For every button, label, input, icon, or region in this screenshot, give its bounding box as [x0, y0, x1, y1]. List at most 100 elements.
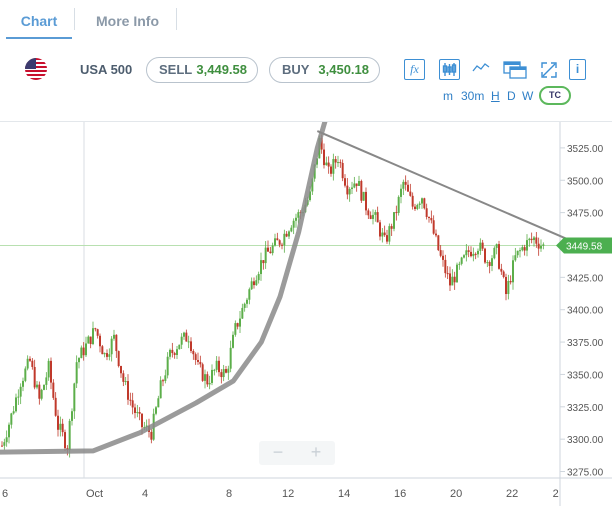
- fx-icon[interactable]: fx: [404, 59, 425, 80]
- candle-body: [519, 250, 521, 252]
- line-chart-icon[interactable]: [470, 59, 491, 80]
- candle-body: [57, 415, 59, 430]
- candle-body: [213, 369, 216, 371]
- candle-body: [470, 251, 472, 257]
- sell-price: 3,449.58: [196, 62, 247, 77]
- candle-body: [290, 227, 293, 232]
- candle-body: [3, 442, 6, 446]
- candle-body: [491, 258, 493, 266]
- candle-body: [344, 178, 346, 186]
- candle-body: [381, 232, 384, 237]
- candle-body: [271, 245, 274, 254]
- fullscreen-icon[interactable]: [538, 59, 559, 80]
- candle-body: [162, 380, 164, 382]
- candle-body: [136, 412, 139, 414]
- y-tick-label: 3400.00: [567, 306, 604, 317]
- x-tick-label: 14: [338, 488, 350, 500]
- candle-body: [372, 214, 374, 219]
- candle-body: [80, 347, 83, 359]
- info-icon[interactable]: i: [569, 59, 586, 80]
- timeframe-h[interactable]: H: [491, 89, 500, 103]
- candle-body: [61, 423, 64, 433]
- candle-body: [197, 359, 199, 362]
- tab-more-info[interactable]: More Info: [96, 13, 159, 29]
- candle-body: [1, 445, 3, 447]
- buy-button[interactable]: BUY 3,450.18: [269, 57, 380, 83]
- candle-body: [24, 368, 27, 381]
- candle-body: [45, 377, 48, 385]
- candle-body: [425, 208, 428, 217]
- chart-canvas[interactable]: 3525.003500.003475.003450.003425.003400.…: [0, 122, 612, 506]
- windows-icon[interactable]: [502, 59, 528, 80]
- candle-body: [285, 233, 288, 237]
- candle-body: [131, 400, 134, 408]
- price-chart[interactable]: 3525.003500.003475.003450.003425.003400.…: [0, 121, 612, 506]
- y-tick-label: 3500.00: [567, 176, 604, 187]
- us-flag-icon: [25, 58, 47, 80]
- zoom-in-button[interactable]: +: [310, 442, 322, 462]
- candle-body: [38, 384, 41, 399]
- zoom-out-button[interactable]: −: [272, 442, 284, 462]
- candle-body: [526, 240, 528, 251]
- timeframe-m[interactable]: m: [443, 89, 453, 103]
- candle-body: [498, 244, 500, 269]
- candle-body: [73, 383, 76, 412]
- candle-body: [297, 212, 300, 218]
- candle-body: [234, 323, 237, 335]
- x-tick-label: 6: [2, 488, 8, 500]
- x-tick-label: 16: [394, 488, 406, 500]
- candle-body: [269, 251, 272, 254]
- candlestick-icon[interactable]: [439, 59, 460, 80]
- candle-body: [250, 281, 253, 290]
- candle-body: [71, 411, 73, 421]
- candle-body: [257, 274, 260, 281]
- candle-body: [141, 413, 143, 428]
- candle-body: [484, 248, 486, 263]
- candle-body: [402, 181, 405, 189]
- candle-body: [52, 382, 55, 398]
- timeframe-30m[interactable]: 30m: [461, 89, 485, 103]
- candle-body: [276, 238, 279, 241]
- candle-body: [449, 273, 451, 286]
- candle-body: [537, 243, 540, 249]
- candle-body: [332, 159, 335, 174]
- candle-body: [227, 368, 230, 373]
- candle-body: [530, 238, 533, 241]
- instrument-name: USA 500: [80, 62, 133, 77]
- candle-body: [171, 349, 174, 354]
- candle-body: [432, 220, 435, 234]
- candle-body: [12, 411, 15, 414]
- y-tick-label: 3350.00: [567, 370, 604, 381]
- candle-body: [143, 426, 146, 428]
- candle-body: [393, 212, 395, 229]
- candle-body: [220, 372, 223, 378]
- candle-body: [215, 360, 218, 370]
- candle-body: [8, 424, 10, 438]
- tc-button[interactable]: TC: [539, 86, 571, 105]
- candle-body: [115, 334, 118, 352]
- candle-body: [453, 276, 456, 283]
- candle-body: [17, 396, 20, 398]
- candle-body: [183, 332, 185, 337]
- candle-body: [428, 216, 430, 218]
- candle-body: [260, 260, 262, 275]
- candle-body: [267, 247, 269, 252]
- candle-body: [199, 361, 202, 365]
- candle-body: [232, 334, 234, 348]
- candle-body: [218, 360, 220, 373]
- candle-body: [458, 263, 461, 265]
- candle-body: [145, 425, 148, 427]
- candle-body: [514, 255, 517, 261]
- candle-body: [288, 231, 290, 237]
- candle-body: [409, 191, 412, 196]
- candle-body: [339, 162, 342, 164]
- candle-body: [173, 353, 176, 355]
- candle-body: [99, 335, 101, 347]
- candle-body: [320, 137, 323, 150]
- sell-button[interactable]: SELL 3,449.58: [146, 57, 258, 83]
- timeframe-w[interactable]: W: [522, 89, 534, 103]
- tab-chart[interactable]: Chart: [6, 8, 72, 39]
- timeframe-d[interactable]: D: [507, 89, 516, 103]
- candle-body: [521, 247, 524, 251]
- y-tick-label: 3525.00: [567, 144, 604, 155]
